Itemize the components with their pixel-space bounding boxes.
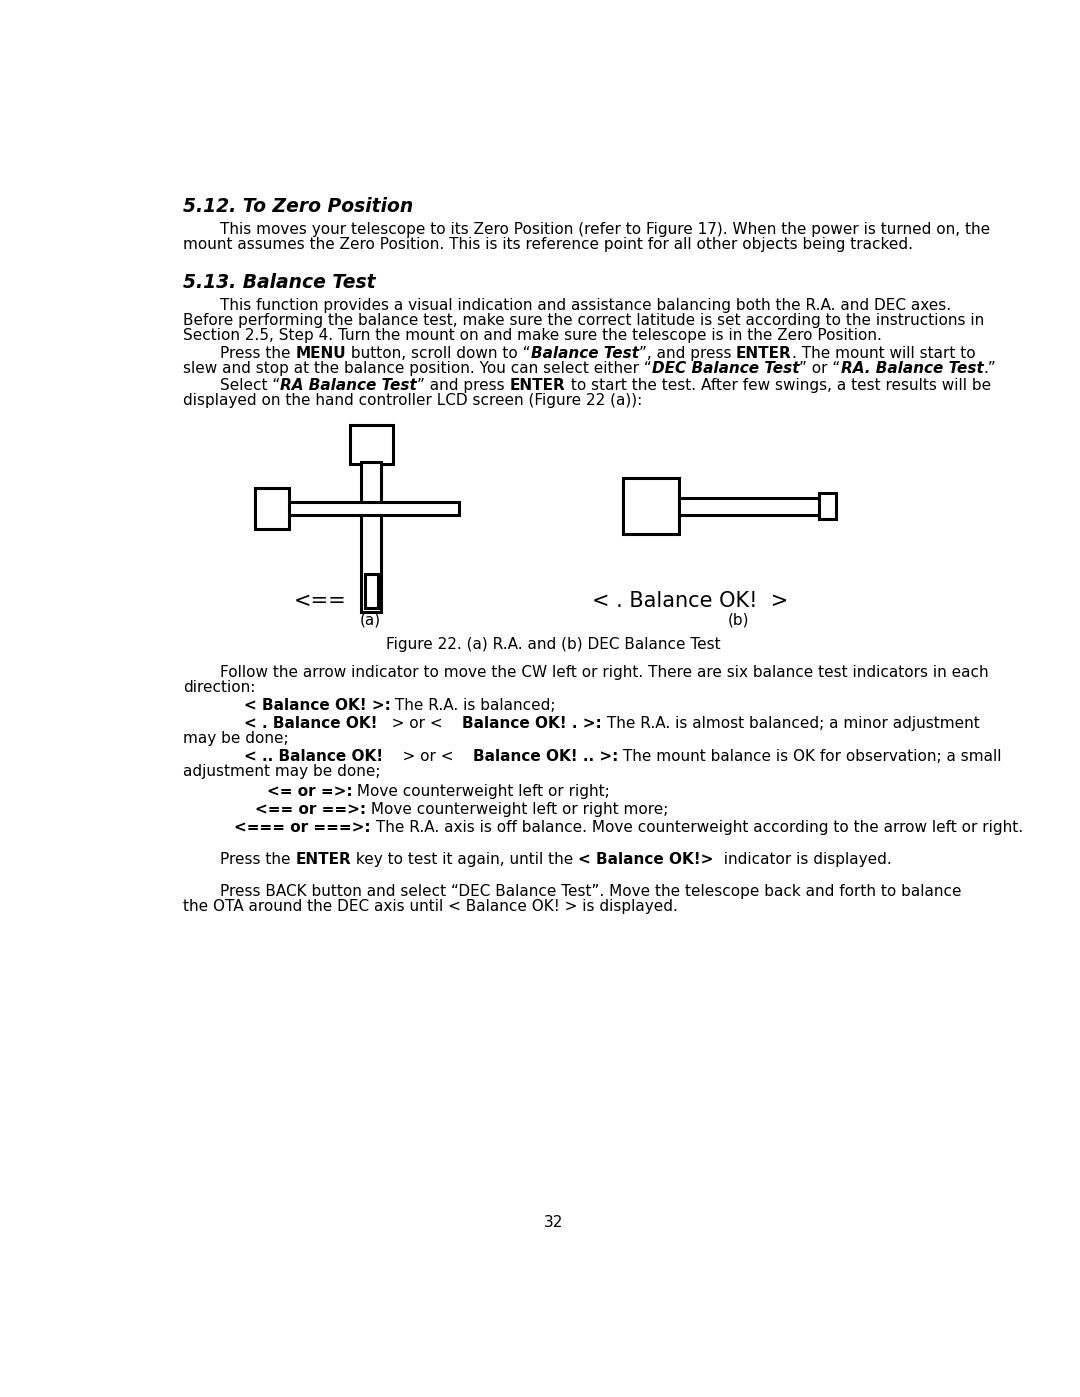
Text: < .. Balance OK!: < .. Balance OK!: [243, 749, 382, 764]
Text: RA. Balance Test: RA. Balance Test: [840, 360, 983, 376]
Bar: [350, 425, 393, 464]
Text: <==: <==: [294, 591, 347, 610]
Text: slew and stop at the balance position. You can select either “: slew and stop at the balance position. Y…: [183, 360, 652, 376]
Text: 32: 32: [544, 1215, 563, 1229]
Bar: [820, 493, 836, 520]
Text: mount assumes the Zero Position. This is its reference point for all other objec: mount assumes the Zero Position. This is…: [183, 236, 913, 251]
Bar: [255, 488, 289, 529]
Text: (b): (b): [728, 612, 750, 627]
Text: key to test it again, until the: key to test it again, until the: [351, 852, 579, 866]
Bar: [362, 462, 381, 612]
Text: The R.A. is almost balanced; a minor adjustment: The R.A. is almost balanced; a minor adj…: [602, 715, 980, 731]
Text: DEC Balance Test: DEC Balance Test: [652, 360, 799, 376]
Text: direction:: direction:: [183, 680, 256, 694]
Bar: [365, 574, 378, 608]
Text: Balance Test: Balance Test: [530, 346, 638, 360]
Text: . The mount will start to: . The mount will start to: [792, 346, 975, 360]
Text: .”: .”: [983, 360, 996, 376]
Text: Press the: Press the: [220, 852, 296, 866]
Text: Section 2.5, Step 4. Turn the mount on and make sure the telescope is in the Zer: Section 2.5, Step 4. Turn the mount on a…: [183, 328, 882, 342]
Text: Before performing the balance test, make sure the correct latitude is set accord: Before performing the balance test, make…: [183, 313, 984, 328]
Text: MENU: MENU: [296, 346, 347, 360]
Text: The R.A. axis is off balance. Move counterweight according to the arrow left or : The R.A. axis is off balance. Move count…: [370, 820, 1023, 835]
Text: Figure 22. (a) R.A. and (b) DEC Balance Test: Figure 22. (a) R.A. and (b) DEC Balance …: [387, 637, 720, 652]
Text: ENTER: ENTER: [510, 379, 566, 393]
Text: 5.12. To Zero Position: 5.12. To Zero Position: [183, 197, 414, 217]
Text: indicator is displayed.: indicator is displayed.: [714, 852, 892, 866]
Text: ” and press: ” and press: [417, 379, 510, 393]
Text: ” or “: ” or “: [799, 360, 840, 376]
Text: the OTA around the DEC axis until < Balance OK! > is displayed.: the OTA around the DEC axis until < Bala…: [183, 898, 678, 914]
Text: ENTER: ENTER: [737, 346, 792, 360]
Text: Balance OK! .. >:: Balance OK! .. >:: [473, 749, 618, 764]
Text: < . Balance OK!: < . Balance OK!: [243, 715, 377, 731]
Text: > or <: > or <: [382, 749, 473, 764]
Bar: [679, 497, 823, 514]
Text: <== or ==>:: <== or ==>:: [255, 802, 366, 817]
Text: <=== or ===>:: <=== or ===>:: [234, 820, 370, 835]
Text: RA Balance Test: RA Balance Test: [281, 379, 417, 393]
Text: 5.13. Balance Test: 5.13. Balance Test: [183, 274, 376, 292]
Text: Press the: Press the: [220, 346, 296, 360]
Text: adjustment may be done;: adjustment may be done;: [183, 764, 380, 780]
Text: button, scroll down to “: button, scroll down to “: [347, 346, 530, 360]
Text: <= or =>:: <= or =>:: [267, 784, 352, 799]
Text: The mount balance is OK for observation; a small: The mount balance is OK for observation;…: [618, 749, 1001, 764]
Text: Select “: Select “: [220, 379, 281, 393]
Text: The R.A. is balanced;: The R.A. is balanced;: [390, 697, 556, 712]
Text: < Balance OK! >:: < Balance OK! >:: [243, 697, 390, 712]
Text: displayed on the hand controller LCD screen (Figure 22 (a)):: displayed on the hand controller LCD scr…: [183, 393, 643, 408]
Text: Press BACK button and select “DEC Balance Test”. Move the telescope back and for: Press BACK button and select “DEC Balanc…: [220, 884, 962, 898]
Text: This moves your telescope to its Zero Position (refer to Figure 17). When the po: This moves your telescope to its Zero Po…: [220, 222, 990, 236]
Text: This function provides a visual indication and assistance balancing both the R.A: This function provides a visual indicati…: [220, 298, 951, 313]
Text: ”, and press: ”, and press: [638, 346, 737, 360]
Text: Follow the arrow indicator to move the CW left or right. There are six balance t: Follow the arrow indicator to move the C…: [220, 665, 989, 680]
Text: ENTER: ENTER: [296, 852, 351, 866]
Text: < . Balance OK!  >: < . Balance OK! >: [592, 591, 788, 610]
Text: > or <: > or <: [377, 715, 462, 731]
Text: (a): (a): [360, 612, 381, 627]
Bar: [623, 478, 679, 534]
Text: Move counterweight left or right;: Move counterweight left or right;: [352, 784, 610, 799]
Bar: [284, 502, 459, 514]
Text: to start the test. After few swings, a test results will be: to start the test. After few swings, a t…: [566, 379, 990, 393]
Text: Balance OK! . >:: Balance OK! . >:: [462, 715, 602, 731]
Text: < Balance OK!>: < Balance OK!>: [579, 852, 714, 866]
Text: Move counterweight left or right more;: Move counterweight left or right more;: [366, 802, 669, 817]
Text: may be done;: may be done;: [183, 731, 288, 746]
